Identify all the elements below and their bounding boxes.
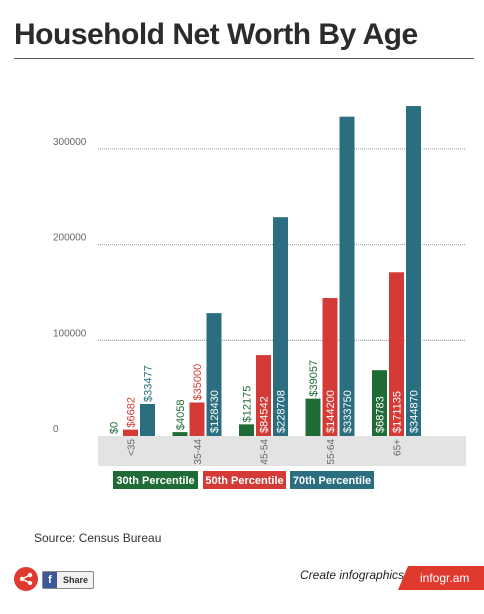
create-infographics-link[interactable]: Create infographics bbox=[300, 568, 405, 582]
share-button[interactable] bbox=[14, 567, 38, 591]
bar bbox=[256, 355, 271, 436]
data-label: $33477 bbox=[143, 365, 155, 402]
bar bbox=[140, 403, 155, 436]
y-tick-label: 200000 bbox=[53, 233, 87, 244]
infogram-logo-link[interactable]: infogr.am bbox=[398, 566, 484, 590]
y-tick-label: 0 bbox=[53, 424, 59, 435]
data-label: $39057 bbox=[308, 360, 320, 397]
bar bbox=[372, 370, 387, 436]
data-label: $12175 bbox=[242, 386, 254, 423]
infogram-logo-text: infogr.am bbox=[420, 571, 470, 585]
legend-swatch bbox=[290, 471, 374, 489]
x-tick-label: 45-54 bbox=[260, 439, 271, 465]
bar-chart: 0 100000 200000 300000 $0 $6682 $33477 <35 $4058… bbox=[53, 106, 466, 489]
x-tick-label: 35-44 bbox=[193, 439, 204, 465]
bar bbox=[206, 313, 222, 436]
data-label: $228708 bbox=[276, 390, 288, 433]
legend-label: 70th Percentile bbox=[293, 475, 371, 487]
data-label: $35000 bbox=[192, 364, 204, 401]
bar bbox=[123, 429, 138, 436]
bar bbox=[322, 298, 338, 436]
facebook-share-label: Share bbox=[63, 575, 89, 585]
title-divider bbox=[14, 58, 474, 59]
y-tick-label: 300000 bbox=[53, 137, 87, 148]
bar bbox=[389, 272, 404, 436]
legend-label: 30th Percentile bbox=[116, 475, 194, 487]
data-label: $333750 bbox=[342, 390, 354, 433]
source-note: Source: Census Bureau bbox=[34, 531, 162, 545]
share-icon bbox=[19, 572, 33, 586]
data-label: $6682 bbox=[126, 397, 138, 428]
bar bbox=[189, 402, 205, 436]
x-tick-label: 65+ bbox=[393, 439, 404, 456]
legend-swatch bbox=[203, 471, 286, 489]
data-label: $0 bbox=[109, 422, 121, 434]
data-label: $144200 bbox=[325, 390, 337, 433]
page-title: Household Net Worth By Age bbox=[14, 18, 418, 51]
bar bbox=[406, 106, 421, 436]
data-label: $128430 bbox=[209, 390, 221, 433]
legend-swatch bbox=[113, 471, 198, 489]
data-label: $68783 bbox=[375, 396, 387, 433]
bar bbox=[239, 424, 254, 436]
bar bbox=[305, 398, 321, 436]
x-tick-label: 55-64 bbox=[326, 439, 337, 465]
data-label: $344870 bbox=[409, 390, 421, 433]
facebook-icon: f bbox=[43, 572, 57, 588]
facebook-share-button[interactable]: f Share bbox=[42, 571, 94, 589]
bar bbox=[172, 432, 188, 436]
y-tick-label: 100000 bbox=[53, 328, 87, 339]
data-label: $84542 bbox=[259, 396, 271, 433]
data-label: $4058 bbox=[175, 400, 187, 431]
bar bbox=[339, 116, 355, 436]
axis-band bbox=[98, 436, 466, 466]
bar bbox=[273, 217, 288, 436]
data-label: $171135 bbox=[392, 391, 404, 433]
legend-label: 50th Percentile bbox=[205, 475, 283, 487]
x-tick-label: <35 bbox=[127, 439, 138, 456]
